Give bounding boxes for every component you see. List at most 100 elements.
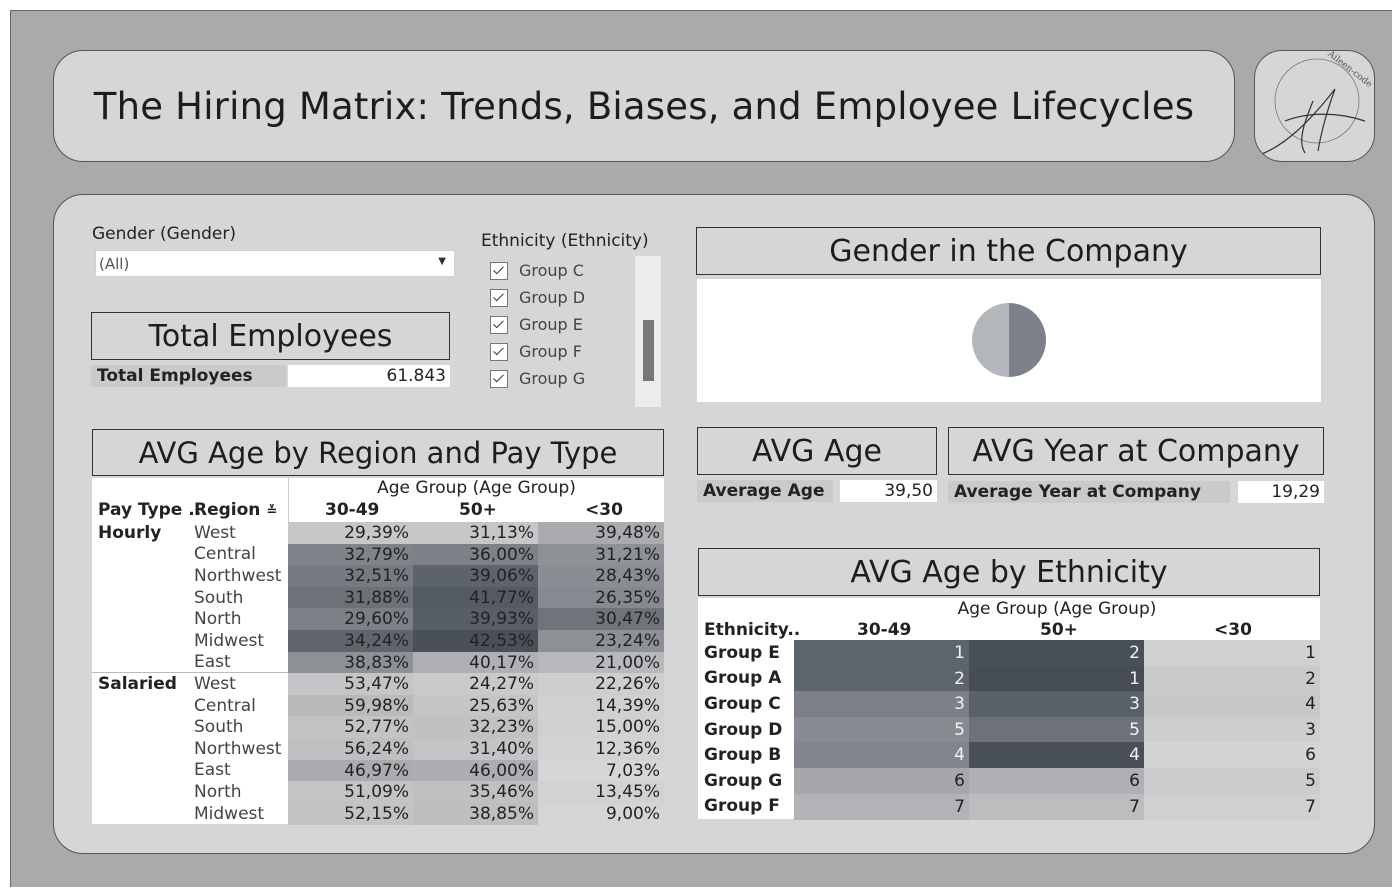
table-cell[interactable]: 7 [969, 793, 1144, 820]
scrollbar-thumb[interactable] [643, 320, 654, 381]
ethnicity-option[interactable]: Group F [490, 338, 630, 365]
gender-chart-header: Gender in the Company [696, 227, 1321, 275]
table-cell[interactable]: 2 [969, 640, 1144, 667]
table-cell[interactable]: 5 [794, 716, 969, 743]
checkbox-checked-icon[interactable] [490, 315, 508, 334]
table-cell[interactable]: 23,24% [538, 630, 664, 653]
pay-type-label: Salaried [98, 673, 177, 694]
table-cell[interactable]: 38,83% [288, 651, 413, 674]
gender-dropdown[interactable]: (All) ▼ [95, 250, 455, 277]
table-cell[interactable]: 4 [1144, 691, 1320, 718]
checkbox-checked-icon[interactable] [490, 288, 508, 307]
table-cell[interactable]: 1 [794, 640, 969, 667]
table-cell[interactable]: 41,77% [413, 586, 538, 609]
checkbox-checked-icon[interactable] [490, 369, 508, 388]
table-cell[interactable]: 39,93% [413, 608, 538, 631]
table-cell[interactable]: 3 [969, 691, 1144, 718]
table-cell[interactable]: 30,47% [538, 608, 664, 631]
table-cell[interactable]: 5 [1144, 768, 1320, 795]
table-cell[interactable]: 52,77% [288, 716, 413, 739]
ethnicity-option[interactable]: Group D [490, 284, 630, 311]
table-cell[interactable]: 39,48% [538, 522, 664, 545]
table-cell[interactable]: 40,17% [413, 651, 538, 674]
table-cell[interactable]: 24,27% [413, 673, 538, 696]
table-cell[interactable]: 2 [1144, 665, 1320, 692]
table-cell[interactable]: 7 [794, 793, 969, 820]
table-cell[interactable]: 1 [1144, 640, 1320, 667]
table-cell[interactable]: 46,97% [288, 759, 413, 782]
table-cell[interactable]: 32,23% [413, 716, 538, 739]
gender-pie-chart[interactable] [697, 279, 1321, 402]
region-label: East [194, 652, 231, 673]
col-region[interactable]: Region ≚ [194, 500, 277, 520]
table-cell[interactable]: 12,36% [538, 738, 664, 761]
table-cell[interactable]: 7 [1144, 793, 1320, 820]
table-cell[interactable]: 31,13% [413, 522, 538, 545]
total-employees-kpi: Total Employees 61.843 [91, 365, 450, 387]
ethnicity-option[interactable]: Group C [490, 257, 630, 284]
table-cell[interactable]: 31,40% [413, 738, 538, 761]
table-cell[interactable]: 42,53% [413, 630, 538, 653]
gender-pie-panel [697, 279, 1321, 402]
sort-icon[interactable]: ≚ [266, 504, 278, 519]
table-cell[interactable]: 32,79% [288, 543, 413, 566]
table-cell[interactable]: 31,88% [288, 586, 413, 609]
table-cell[interactable]: 34,24% [288, 630, 413, 653]
ethnicity-row-label: Group F [704, 796, 780, 817]
table-cell[interactable]: 3 [1144, 716, 1320, 743]
chevron-down-icon[interactable]: ▼ [438, 256, 446, 267]
table-cell[interactable]: 6 [969, 768, 1144, 795]
table-cell[interactable]: 28,43% [538, 565, 664, 588]
table-cell[interactable]: 1 [969, 665, 1144, 692]
table-cell[interactable]: 36,00% [413, 543, 538, 566]
region-label: South [194, 587, 244, 608]
table-cell[interactable]: 4 [969, 742, 1144, 769]
logo-text: Aileen-code [1325, 51, 1374, 90]
ethnicity-row-label: Group E [704, 642, 780, 663]
avg-age-label: Average Age [697, 480, 833, 502]
table-cell[interactable]: 6 [1144, 742, 1320, 769]
pie-slice[interactable] [972, 303, 1009, 377]
pie-slice[interactable] [1009, 303, 1046, 377]
ethnicity-option[interactable]: Group E [490, 311, 630, 338]
table-cell[interactable]: 39,06% [413, 565, 538, 588]
divider [92, 672, 288, 674]
table-cell[interactable]: 29,60% [288, 608, 413, 631]
page-title: The Hiring Matrix: Trends, Biases, and E… [93, 84, 1195, 128]
table-cell[interactable]: 46,00% [413, 759, 538, 782]
ethnicity-option-label: Group F [519, 342, 582, 361]
table-cell[interactable]: 59,98% [288, 694, 413, 717]
ethnicity-scrollbar[interactable] [635, 256, 661, 407]
checkbox-checked-icon[interactable] [490, 261, 508, 280]
table-cell[interactable]: 32,51% [288, 565, 413, 588]
table-cell[interactable]: 29,39% [288, 522, 413, 545]
col-pay-type[interactable]: Pay Type .. [98, 500, 202, 520]
table-cell[interactable]: 31,21% [538, 543, 664, 566]
table-cell[interactable]: 2 [794, 665, 969, 692]
table-cell[interactable]: 26,35% [538, 586, 664, 609]
table-cell[interactable]: 51,09% [288, 781, 413, 804]
table-cell[interactable]: 21,00% [538, 651, 664, 674]
col-ethnicity[interactable]: Ethnicity.. [704, 620, 801, 640]
region-label: East [194, 760, 231, 781]
table-cell[interactable]: 15,00% [538, 716, 664, 739]
table-cell[interactable]: 35,46% [413, 781, 538, 804]
table-cell[interactable]: 53,47% [288, 673, 413, 696]
table-cell[interactable]: 56,24% [288, 738, 413, 761]
ethnicity-option[interactable]: Group G [490, 365, 630, 392]
table-cell[interactable]: 4 [794, 742, 969, 769]
table-cell[interactable]: 22,26% [538, 673, 664, 696]
table-cell[interactable]: 7,03% [538, 759, 664, 782]
table-cell[interactable]: 52,15% [288, 802, 413, 825]
checkbox-checked-icon[interactable] [490, 342, 508, 361]
table-cell[interactable]: 6 [794, 768, 969, 795]
table-cell[interactable]: 5 [969, 716, 1144, 743]
table-cell[interactable]: 14,39% [538, 694, 664, 717]
table-cell[interactable]: 38,85% [413, 802, 538, 825]
table-cell[interactable]: 3 [794, 691, 969, 718]
table-cell[interactable]: 25,63% [413, 694, 538, 717]
ethnicity-table-header: AVG Age by Ethnicity [698, 548, 1320, 596]
avg-age-title: AVG Age [752, 433, 882, 469]
table-cell[interactable]: 9,00% [538, 802, 664, 825]
table-cell[interactable]: 13,45% [538, 781, 664, 804]
